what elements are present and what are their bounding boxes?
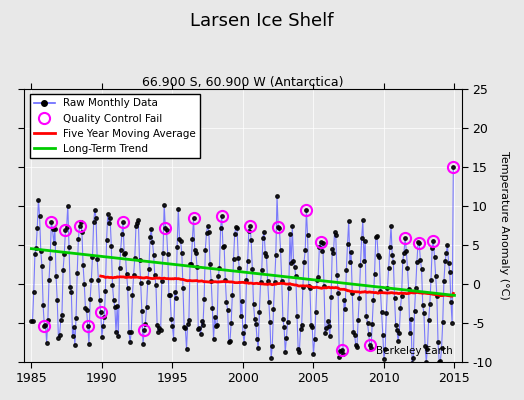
- Title: 66.900 S, 60.900 W (Antarctica): 66.900 S, 60.900 W (Antarctica): [142, 76, 344, 89]
- Text: Berkeley Earth: Berkeley Earth: [376, 346, 453, 356]
- Text: Larsen Ice Shelf: Larsen Ice Shelf: [190, 12, 334, 30]
- Legend: Raw Monthly Data, Quality Control Fail, Five Year Moving Average, Long-Term Tren: Raw Monthly Data, Quality Control Fail, …: [29, 94, 200, 158]
- Y-axis label: Temperature Anomaly (°C): Temperature Anomaly (°C): [499, 151, 509, 300]
